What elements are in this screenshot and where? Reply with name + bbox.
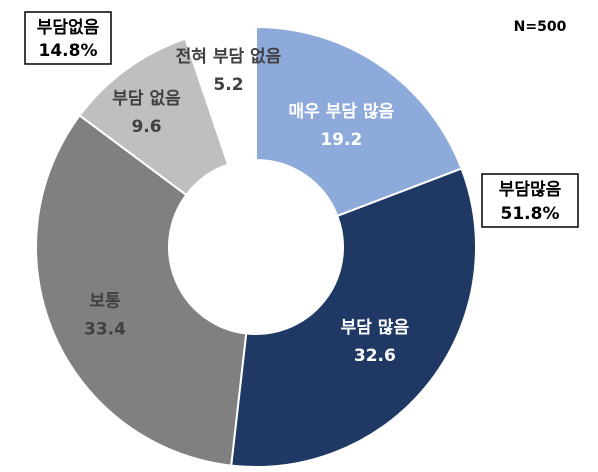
slice-labels: 매우 부담 많음 19.2 부담 많음 32.6 보통 33.4 부담 없음 9.6 전혀 부담… (84, 47, 409, 366)
group-box-high-burden-label: 부담많음 (499, 180, 562, 200)
slice-label-4: 전혀 부담 없음 (176, 47, 282, 67)
slice-value-3: 9.6 (131, 117, 161, 137)
slice-value-0: 19.2 (320, 130, 362, 150)
group-box-high-burden: 부담많음 51.8% (481, 173, 579, 228)
slice-4 (181, 12, 255, 153)
slice-value-2: 33.4 (84, 319, 126, 339)
group-box-high-burden-frame (481, 173, 579, 228)
slice-label-2: 보통 (89, 291, 121, 311)
slice-value-4: 5.2 (213, 75, 243, 95)
slice-2 (35, 114, 248, 467)
group-box-no-burden-value: 14.8% (39, 41, 98, 61)
group-box-no-burden: 부담없음 14.8% (24, 11, 112, 65)
slice-0 (255, 25, 463, 218)
group-box-no-burden-label: 부담없음 (37, 18, 100, 38)
slice-value-1: 32.6 (354, 346, 396, 366)
slice-3 (78, 37, 230, 197)
slice-label-0: 매우 부담 많음 (288, 102, 394, 122)
slice-1 (230, 167, 477, 468)
donut-slices (35, 12, 477, 468)
group-box-no-burden-frame (24, 11, 112, 65)
slice-label-3: 부담 없음 (112, 89, 181, 109)
group-box-high-burden-value: 51.8% (501, 204, 560, 224)
slice-label-1: 부담 많음 (341, 318, 410, 338)
sample-size-label: N=500 (514, 19, 567, 35)
